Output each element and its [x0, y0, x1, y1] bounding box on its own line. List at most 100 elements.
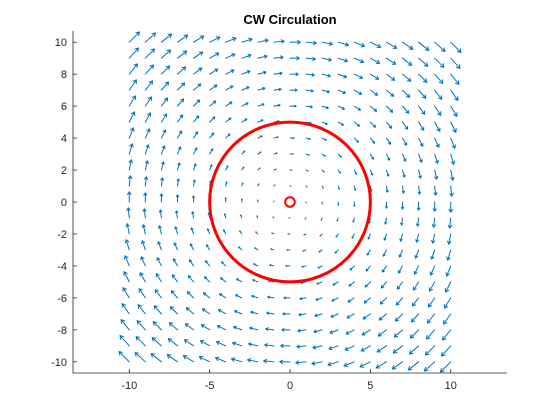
quiver-arrow	[418, 57, 429, 67]
quiver-arrow	[273, 71, 283, 76]
quiver-arrow	[250, 310, 259, 315]
quiver-arrow	[369, 169, 374, 176]
quiver-arrow	[170, 290, 178, 299]
quiver-arrow	[209, 116, 216, 123]
x-tick-label: -5	[205, 380, 215, 392]
quiver-arrow	[353, 89, 362, 95]
quiver-arrow	[273, 184, 276, 187]
quiver-arrow	[375, 361, 387, 369]
quiver-arrow	[231, 357, 243, 363]
quiver-arrow	[225, 36, 237, 43]
quiver-arrow	[171, 274, 178, 283]
quiver-arrow	[378, 313, 387, 321]
quiver-arrow	[305, 89, 314, 93]
quiver-arrow	[434, 169, 439, 180]
quiver-arrow	[184, 323, 195, 331]
quiver-arrow	[160, 129, 167, 139]
quiver-arrow	[257, 199, 259, 203]
quiver-arrow	[401, 185, 406, 194]
quiver-arrow	[385, 137, 392, 145]
quiver-arrow	[191, 195, 196, 203]
quiver-arrow	[305, 40, 317, 46]
quiver-arrow	[383, 233, 387, 241]
x-tick-label: 10	[445, 380, 457, 392]
quiver-arrow	[331, 297, 339, 302]
quiver-arrow	[122, 287, 130, 299]
quiver-arrow	[241, 69, 251, 75]
quiver-arrow	[443, 313, 452, 325]
quiver-arrow	[424, 345, 436, 356]
quiver-arrow	[225, 53, 236, 59]
quiver-arrow	[160, 145, 166, 155]
quiver-arrow	[241, 102, 249, 107]
quiver-arrow	[124, 239, 130, 251]
quiver-arrow	[321, 41, 333, 47]
quiver-arrow	[418, 153, 423, 163]
quiver-arrow	[418, 169, 423, 179]
quiver-arrow	[283, 296, 291, 300]
quiver-arrow	[366, 249, 371, 256]
quiver-arrow	[353, 121, 360, 127]
quiver-arrow	[369, 57, 381, 64]
quiver-arrow	[209, 148, 214, 155]
quiver-arrow	[225, 69, 235, 75]
quiver-arrow	[118, 351, 130, 363]
quiver-arrow	[432, 201, 437, 212]
quiver-arrow	[385, 73, 396, 81]
quiver-arrow	[264, 342, 275, 348]
quiver-arrow	[188, 259, 195, 267]
quiver-arrow	[125, 223, 131, 235]
quiver-arrow	[385, 169, 390, 177]
quiver-arrow	[363, 297, 371, 304]
quiver-arrow	[332, 281, 339, 286]
quiver-arrow	[273, 55, 284, 60]
quiver-arrow	[251, 294, 259, 299]
quiver-arrow	[193, 115, 200, 123]
quiver-arrow	[409, 329, 420, 339]
quiver-arrow	[364, 281, 371, 288]
quiver-arrow	[140, 256, 146, 267]
quiver-arrow	[347, 297, 355, 303]
quiver-arrow	[160, 33, 173, 43]
quiver-arrow	[367, 233, 371, 240]
quiver-arrow	[394, 313, 404, 322]
quiver-arrow	[174, 210, 179, 219]
quiver-arrow	[193, 99, 201, 107]
quiver-arrow	[185, 307, 195, 315]
quiver-arrow	[362, 313, 371, 320]
quiver-arrow	[193, 147, 198, 155]
quiver-arrow	[150, 353, 162, 363]
quiver-arrow	[321, 137, 327, 141]
quiver-arrow	[441, 345, 452, 357]
quiver-arrow	[192, 179, 196, 187]
quiver-arrow	[176, 130, 183, 139]
quiver-arrow	[444, 281, 452, 293]
quiver-arrow	[353, 57, 365, 64]
quiver-arrow	[137, 304, 146, 315]
quiver-arrow	[273, 136, 279, 139]
quiver-arrow	[144, 80, 153, 91]
quiver-arrow	[157, 225, 162, 235]
quiver-arrow	[282, 312, 291, 316]
quiver-arrow	[402, 105, 410, 114]
quiver-arrow	[450, 137, 457, 149]
quiver-arrow	[289, 153, 294, 156]
quiver-arrow	[175, 194, 180, 203]
quiver-arrow	[136, 320, 146, 331]
quiver-arrow	[412, 281, 420, 291]
quiver-arrow	[166, 354, 178, 363]
quiver-arrow	[321, 105, 329, 110]
quiver-arrow	[263, 358, 275, 364]
quiver-arrow	[429, 265, 436, 276]
quiver-arrow	[209, 84, 218, 91]
quiver-arrow	[321, 169, 325, 173]
quiver-arrow	[241, 118, 248, 123]
quiver-arrow	[337, 57, 348, 63]
y-tick-label: 2	[61, 165, 67, 177]
quiver-arrow	[385, 57, 397, 65]
quiver-arrow	[385, 185, 389, 193]
quiver-arrow	[160, 177, 165, 187]
quiver-arrow	[280, 343, 291, 348]
quiver-arrow	[337, 105, 345, 110]
